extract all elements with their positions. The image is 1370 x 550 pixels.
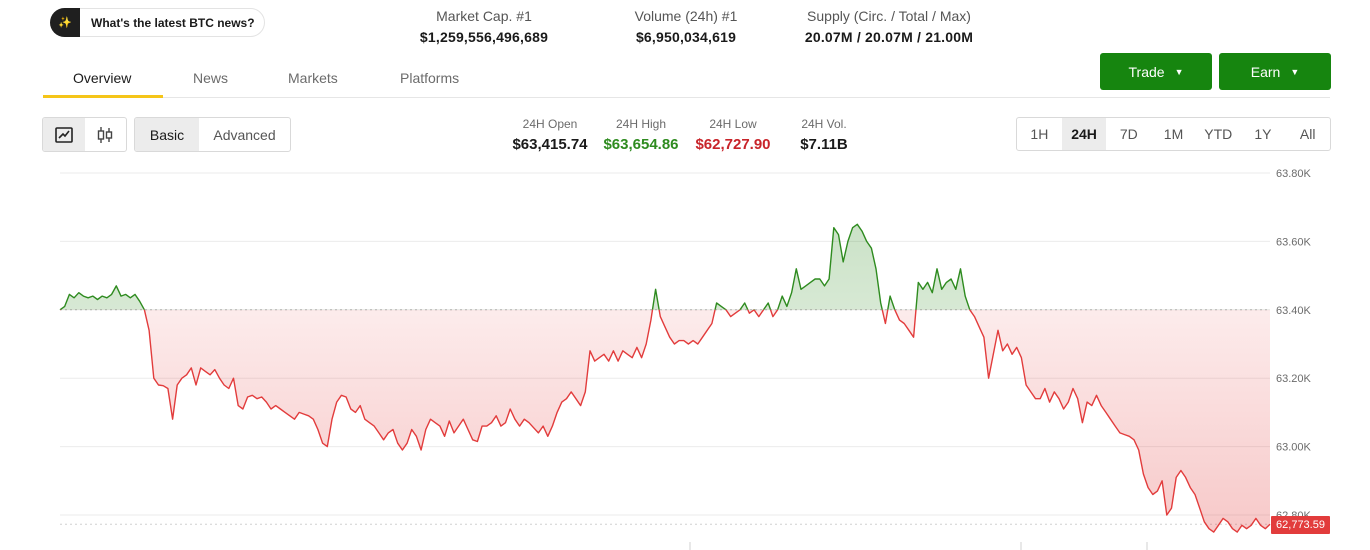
range-ytd[interactable]: YTD <box>1204 126 1233 142</box>
tab-markets[interactable]: Markets <box>288 70 338 86</box>
market-cap-label: Market Cap. #1 <box>436 8 532 24</box>
y-tick-label: 63.40K <box>1276 305 1312 317</box>
supply-value: 20.07M / 20.07M / 21.00M <box>804 29 974 45</box>
volume-label: Volume (24h) #1 <box>634 8 738 24</box>
supply-label: Supply (Circ. / Total / Max) <box>807 8 971 24</box>
high-label: 24H High <box>615 117 667 131</box>
line-chart-toggle[interactable] <box>43 118 85 151</box>
ohlc-high: 24H High $63,654.86 <box>599 117 683 153</box>
open-label: 24H Open <box>522 117 578 131</box>
range-1h[interactable]: 1H <box>1030 126 1049 142</box>
low-value: $62,727.90 <box>695 136 771 153</box>
y-tick-label: 63.00K <box>1276 442 1312 454</box>
range-all[interactable]: All <box>1299 126 1316 142</box>
candlestick-icon <box>98 126 113 143</box>
tab-bar: Overview News Markets Platforms <box>43 60 1330 98</box>
area-below-open <box>60 309 1270 533</box>
earn-button-label: Earn <box>1250 63 1281 80</box>
ohlc-open: 24H Open $63,415.74 <box>510 117 590 153</box>
ai-news-prompt-text: What's the latest BTC news? <box>91 15 255 30</box>
chart-areas <box>60 224 1270 533</box>
tab-platforms[interactable]: Platforms <box>400 70 460 86</box>
candlestick-toggle[interactable] <box>85 118 127 151</box>
earn-button[interactable]: Earn ▼ <box>1219 53 1331 90</box>
volume-24h-label: 24H Vol. <box>801 117 847 131</box>
price-line-down <box>60 309 1271 533</box>
trade-button-label: Trade <box>1128 63 1165 80</box>
y-tick-label: 63.60K <box>1276 236 1312 248</box>
ohlc-volume: 24H Vol. $7.11B <box>795 117 853 153</box>
area-above-open <box>60 224 970 310</box>
supply-stat: Supply (Circ. / Total / Max) 20.07M / 20… <box>797 8 981 45</box>
y-tick-label: 63.80K <box>1276 168 1312 180</box>
ai-news-prompt[interactable]: ✨ What's the latest BTC news? <box>50 8 265 37</box>
time-range-selector: 1H 24H 7D 1M YTD 1Y All <box>1016 117 1331 151</box>
chart-lines <box>59 223 1271 533</box>
chevron-down-icon: ▼ <box>1174 66 1184 77</box>
tab-overview[interactable]: Overview <box>73 70 132 86</box>
range-24h[interactable]: 24H <box>1061 118 1107 150</box>
volume-stat: Volume (24h) #1 $6,950,034,619 <box>626 8 746 45</box>
volume-value: $6,950,034,619 <box>635 29 737 45</box>
range-1m[interactable]: 1M <box>1163 126 1184 142</box>
range-1y[interactable]: 1Y <box>1254 126 1272 142</box>
high-value: $63,654.86 <box>603 136 679 153</box>
range-7d[interactable]: 7D <box>1119 126 1138 142</box>
market-cap-value: $1,259,556,496,689 <box>419 29 549 45</box>
chart-type-toggle <box>42 117 127 152</box>
chart-mode-toggle: Basic Advanced <box>134 117 291 152</box>
trade-button[interactable]: Trade ▼ <box>1100 53 1212 90</box>
basic-mode-button[interactable]: Basic <box>135 118 199 151</box>
volume-24h-value: $7.11B <box>800 136 848 153</box>
low-label: 24H Low <box>709 117 757 131</box>
last-price-badge: 62,773.59 <box>1271 516 1330 534</box>
y-tick-label: 63.20K <box>1276 373 1312 385</box>
ohlc-low: 24H Low $62,727.90 <box>692 117 774 153</box>
active-tab-indicator <box>43 95 163 98</box>
open-value: $63,415.74 <box>512 136 588 153</box>
tab-news[interactable]: News <box>193 70 229 86</box>
advanced-mode-button[interactable]: Advanced <box>213 126 276 143</box>
market-cap-stat: Market Cap. #1 $1,259,556,496,689 <box>410 8 558 45</box>
line-chart-icon <box>54 126 73 143</box>
chevron-down-icon: ▼ <box>1290 66 1300 77</box>
sparkle-icon: ✨ <box>50 8 80 37</box>
